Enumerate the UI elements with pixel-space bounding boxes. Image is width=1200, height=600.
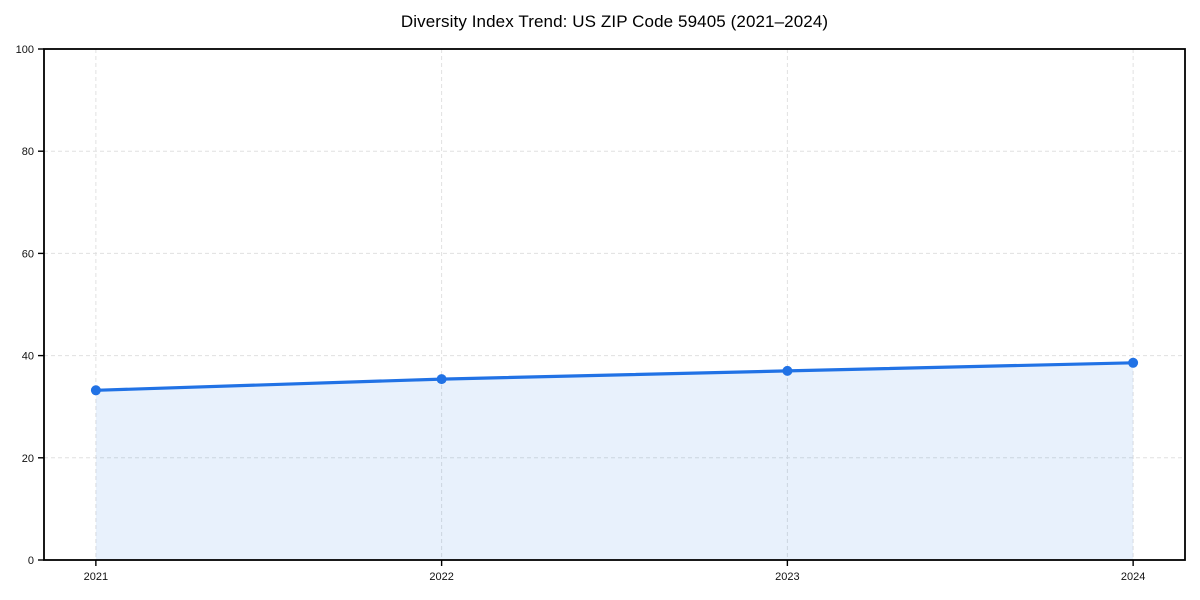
x-tick-label: 2024 <box>1121 571 1145 583</box>
area-fill <box>95 362 1134 560</box>
x-tick-label: 2023 <box>775 571 799 583</box>
x-tick-label: 2021 <box>84 571 108 583</box>
plot-background <box>44 49 1185 560</box>
y-tick-label: 80 <box>22 146 34 158</box>
y-tick-label: 60 <box>22 248 34 260</box>
y-tick-label: 40 <box>22 351 34 363</box>
data-point <box>782 365 793 376</box>
chart-title: Diversity Index Trend: US ZIP Code 59405… <box>400 12 829 31</box>
data-point <box>90 385 101 396</box>
y-tick-label: 20 <box>22 453 34 465</box>
data-point <box>1128 357 1139 368</box>
data-point <box>436 374 447 385</box>
y-tick-label: 100 <box>16 44 34 56</box>
plot-frame <box>43 48 1186 561</box>
x-tick-label: 2022 <box>429 571 453 583</box>
y-tick-label: 0 <box>28 555 34 567</box>
trend-line <box>94 361 1135 392</box>
